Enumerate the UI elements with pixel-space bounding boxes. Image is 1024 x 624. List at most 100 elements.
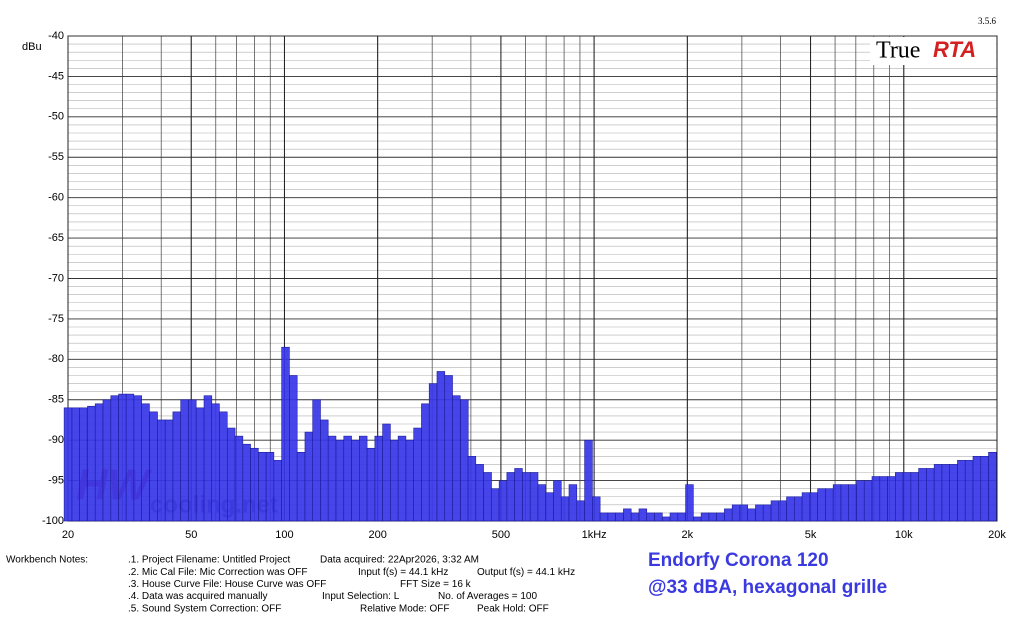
logo-true: True <box>876 38 920 64</box>
bar <box>654 512 663 522</box>
bar <box>770 500 780 522</box>
note: .5. Sound System Correction: OFF <box>128 603 281 614</box>
bar <box>413 427 422 522</box>
bar <box>693 516 702 522</box>
bar <box>895 472 904 522</box>
bar <box>234 435 244 522</box>
x-tick-label: 20k <box>988 529 1006 541</box>
note: Input f(s) = 44.1 kHz <box>358 567 448 578</box>
bar <box>933 464 943 522</box>
notes-label: Workbench Notes: <box>6 555 88 566</box>
bar <box>265 451 275 522</box>
bar <box>390 439 399 522</box>
bar <box>685 484 694 522</box>
bar <box>374 435 383 522</box>
bar <box>110 395 119 522</box>
bar <box>141 403 150 522</box>
bar <box>794 496 803 522</box>
bar <box>623 508 632 522</box>
logo-box <box>870 37 996 65</box>
y-tick-label: -45 <box>48 70 64 82</box>
bar <box>926 468 935 522</box>
x-tick-label: 500 <box>492 529 510 541</box>
bar <box>188 399 197 522</box>
x-tick-label: 50 <box>185 529 197 541</box>
bar <box>483 472 492 522</box>
note: Peak Hold: OFF <box>477 603 549 614</box>
bar <box>902 472 912 522</box>
y-tick-label: -65 <box>48 232 64 244</box>
y-tick-label: -80 <box>48 353 64 365</box>
y-tick-label: -100 <box>42 515 64 527</box>
bar <box>755 504 764 522</box>
bar <box>529 472 539 522</box>
bar <box>273 460 282 522</box>
note: .2. Mic Cal File: Mic Correction was OFF <box>128 567 307 578</box>
bar <box>172 411 181 522</box>
bar <box>203 395 213 522</box>
bar <box>599 512 609 522</box>
bar <box>576 500 585 522</box>
bar <box>910 472 919 522</box>
x-tick-label: 100 <box>275 529 293 541</box>
note: FFT Size = 16 k <box>400 579 472 590</box>
bar <box>887 476 896 522</box>
bar <box>428 383 438 522</box>
bar <box>250 447 259 522</box>
note: No. of Averages = 100 <box>438 591 537 602</box>
bar <box>871 476 881 522</box>
bar <box>700 512 710 522</box>
bar <box>397 435 407 522</box>
bar <box>615 512 624 522</box>
bar <box>320 419 329 522</box>
bar <box>405 439 414 522</box>
bar <box>980 456 989 522</box>
bar <box>724 508 733 522</box>
y-tick-label: -90 <box>48 434 64 446</box>
bar <box>149 411 158 522</box>
bar <box>584 439 593 522</box>
note: Data acquired: 22Apr2026, 3:32 AM <box>320 555 479 566</box>
bar <box>467 456 477 522</box>
bar <box>856 480 865 522</box>
bar <box>289 375 298 522</box>
bar <box>817 488 826 522</box>
bar <box>157 419 166 522</box>
bar <box>343 435 352 522</box>
bar <box>662 516 671 522</box>
x-tick-label: 10k <box>895 529 913 541</box>
bar <box>421 403 430 522</box>
y-tick-label: -60 <box>48 192 64 204</box>
note: .4. Data was acquired manually <box>128 591 268 602</box>
bar <box>568 484 578 522</box>
bar <box>133 395 142 522</box>
bar <box>94 403 104 522</box>
bar <box>545 492 554 522</box>
bar <box>87 405 96 522</box>
bar <box>327 435 337 522</box>
note: .3. House Curve File: House Curve was OF… <box>128 579 326 590</box>
bar <box>747 508 756 522</box>
bar <box>646 512 655 522</box>
bar <box>514 468 523 522</box>
bar <box>553 480 562 522</box>
bar <box>63 407 73 522</box>
bar <box>125 393 135 522</box>
bar <box>71 407 81 522</box>
bar <box>475 464 484 522</box>
x-tick-label: 20 <box>62 529 74 541</box>
bar <box>382 423 391 522</box>
bar <box>164 419 174 522</box>
logo-rta: RTA <box>933 37 976 62</box>
bar <box>809 492 818 522</box>
y-tick-label: -40 <box>48 30 64 42</box>
note: Relative Mode: OFF <box>360 603 449 614</box>
bar <box>335 439 345 522</box>
bar <box>778 500 787 522</box>
bar <box>498 480 508 522</box>
y-tick-label: -95 <box>48 474 64 486</box>
bar <box>436 371 446 522</box>
note: Input Selection: L <box>322 591 400 602</box>
bar <box>957 460 966 522</box>
y-tick-label: -75 <box>48 313 64 325</box>
